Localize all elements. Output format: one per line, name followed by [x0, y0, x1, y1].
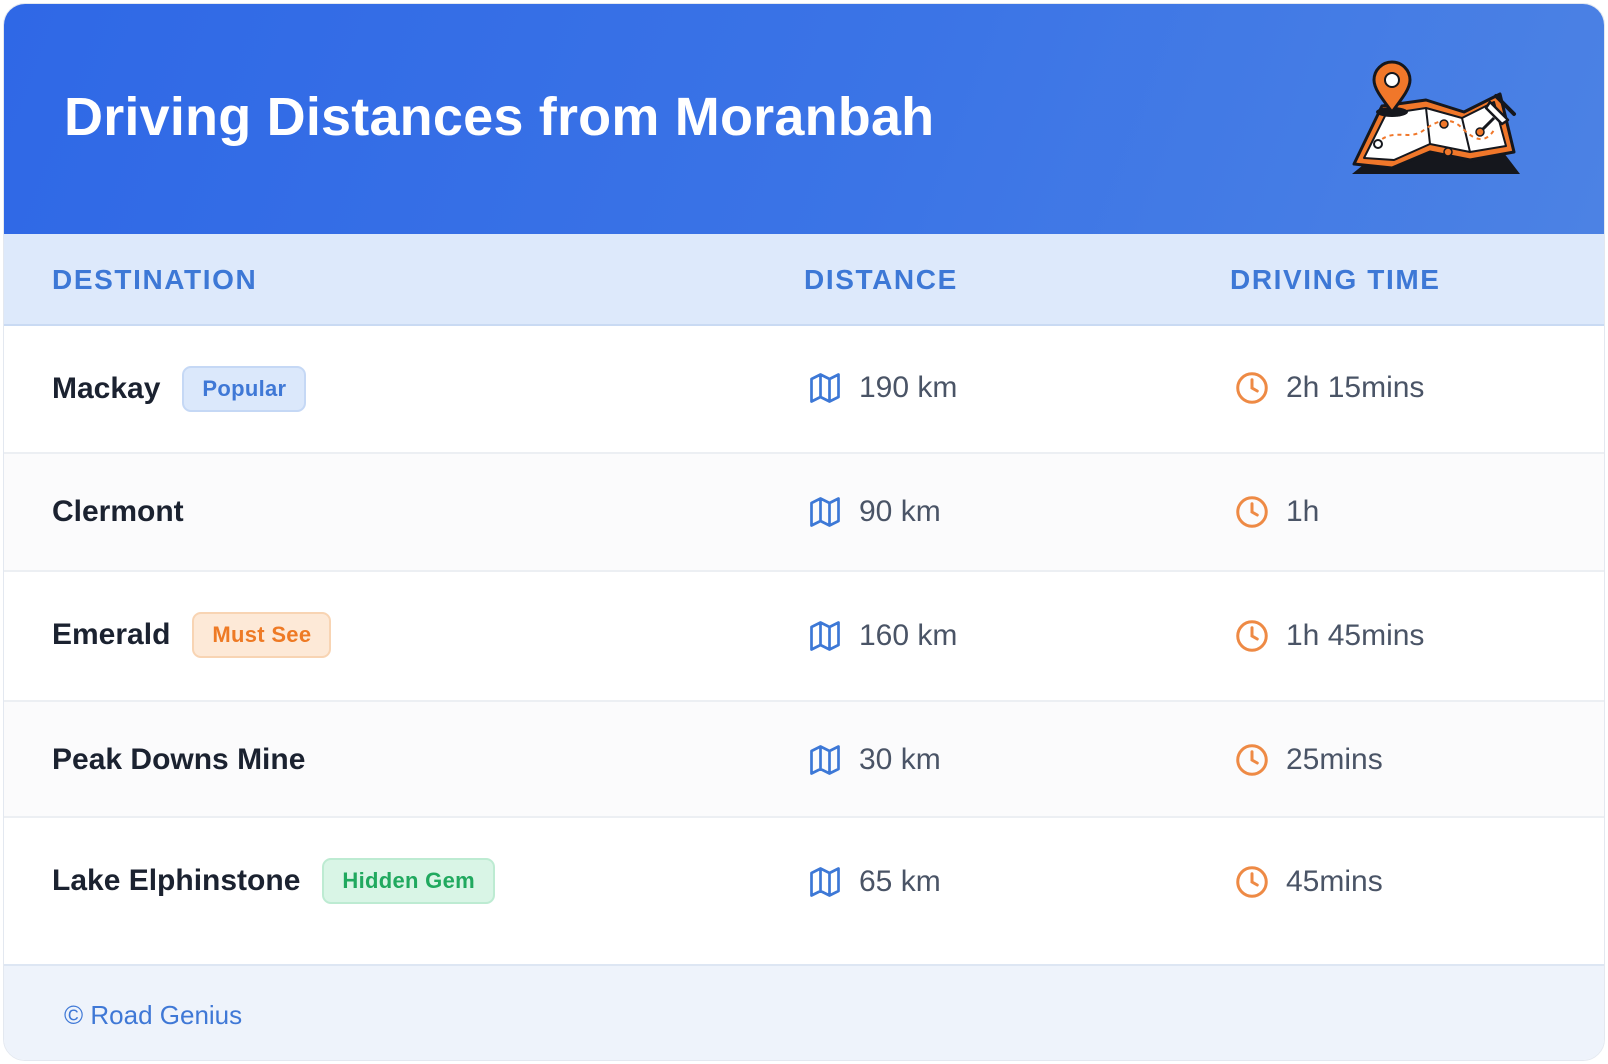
card-header: Driving Distances from Moranbah	[4, 4, 1604, 234]
map-icon	[810, 373, 840, 403]
status-badge: Must See	[192, 612, 332, 658]
driving-time-value: 2h 15mins	[1286, 371, 1425, 404]
map-icon	[810, 745, 840, 775]
column-header-distance: DISTANCE	[804, 264, 958, 295]
destination-name: Emerald	[52, 618, 171, 651]
driving-time-value: 1h	[1286, 495, 1320, 528]
table-header: DESTINATION DISTANCE DRIVING TIME	[4, 234, 1604, 326]
table-row: Emerald Must See 160 km 1h 45mins	[4, 572, 1604, 702]
table-row: Mackay Popular 190 km 2h 15mins	[4, 326, 1604, 454]
map-icon	[810, 497, 840, 527]
card-footer: © Road Genius	[4, 964, 1604, 1060]
distance-value: 65 km	[859, 865, 941, 898]
driving-time-value: 25mins	[1286, 743, 1383, 776]
driving-time-value: 45mins	[1286, 865, 1383, 898]
clock-icon	[1236, 372, 1268, 404]
distance-value: 90 km	[859, 495, 941, 528]
destination-name: Peak Downs Mine	[52, 743, 306, 776]
map-icon	[810, 867, 840, 897]
table-body: Mackay Popular 190 km 2h 15mins Clermont…	[4, 326, 1604, 948]
distance-value: 160 km	[859, 619, 958, 652]
clock-icon	[1236, 744, 1268, 776]
status-badge: Hidden Gem	[322, 858, 495, 904]
table-row: Peak Downs Mine 30 km 25mins	[4, 702, 1604, 818]
distance-value: 30 km	[859, 743, 941, 776]
column-header-destination: DESTINATION	[52, 264, 258, 295]
column-header-driving-time: DRIVING TIME	[1230, 264, 1441, 295]
status-badge: Popular	[182, 366, 307, 412]
distance-value: 190 km	[859, 371, 958, 404]
copyright-text: © Road Genius	[64, 1000, 243, 1030]
destination-name: Lake Elphinstone	[52, 864, 301, 897]
clock-icon	[1236, 496, 1268, 528]
map-icon	[810, 621, 840, 651]
distance-card: Driving Distances from Moranbah	[3, 3, 1605, 1061]
map-with-pins-icon	[1352, 60, 1520, 174]
page-title: Driving Distances from Moranbah	[64, 87, 935, 147]
destination-name: Mackay	[52, 372, 161, 405]
clock-icon	[1236, 866, 1268, 898]
table-row: Lake Elphinstone Hidden Gem 65 km 45mins	[4, 818, 1604, 948]
table-row: Clermont 90 km 1h	[4, 454, 1604, 572]
destination-name: Clermont	[52, 495, 184, 528]
clock-icon	[1236, 620, 1268, 652]
driving-time-value: 1h 45mins	[1286, 619, 1425, 652]
